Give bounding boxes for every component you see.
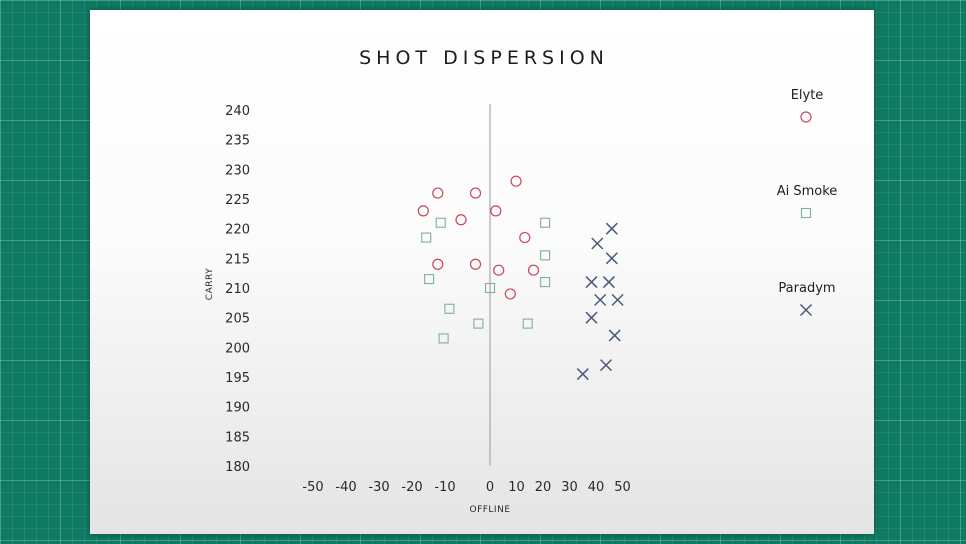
y-tick-label: 225 xyxy=(225,193,250,208)
data-point xyxy=(432,187,444,199)
data-point xyxy=(611,293,624,306)
legend-label: Elyte xyxy=(791,88,824,103)
data-point xyxy=(608,329,621,342)
x-tick-label: 40 xyxy=(588,480,605,495)
data-point xyxy=(424,274,435,285)
shot-dispersion-chart: SHOT DISPERSION 240235230225220215210205… xyxy=(205,47,838,515)
data-point xyxy=(540,277,551,288)
y-tick-label: 235 xyxy=(225,134,250,149)
x-tick-label: 30 xyxy=(561,480,578,495)
data-point xyxy=(540,250,551,261)
x-tick-label: -50 xyxy=(302,480,323,495)
data-point xyxy=(602,276,615,289)
data-point xyxy=(605,252,618,265)
y-tick-label: 230 xyxy=(225,163,250,178)
y-axis-label: CARRY xyxy=(205,268,215,300)
legend-marker xyxy=(799,303,813,317)
data-point xyxy=(576,368,589,381)
x-axis-label: OFFLINE xyxy=(469,505,510,515)
x-tick-label: -20 xyxy=(401,480,422,495)
x-tick-label: 0 xyxy=(486,480,494,495)
x-tick-label: 10 xyxy=(508,480,525,495)
legend-marker xyxy=(800,111,812,123)
y-tick-label: 180 xyxy=(225,460,250,475)
data-point xyxy=(594,293,607,306)
x-tick-label: 20 xyxy=(535,480,552,495)
legend-marker xyxy=(800,207,812,219)
x-tick-label: -30 xyxy=(368,480,389,495)
data-point xyxy=(522,318,533,329)
data-point xyxy=(510,175,522,187)
data-point xyxy=(469,187,482,199)
y-tick-label: 220 xyxy=(225,223,250,238)
series-paradym xyxy=(576,222,624,381)
legend-label: Ai Smoke xyxy=(777,184,838,199)
data-point xyxy=(473,318,484,329)
data-point xyxy=(527,264,540,276)
y-tick-label: 200 xyxy=(225,341,250,356)
data-point xyxy=(519,231,531,244)
data-point xyxy=(484,282,496,294)
x-tick-label: -40 xyxy=(335,480,356,495)
y-tick-label: 205 xyxy=(225,312,250,327)
data-point xyxy=(432,258,444,270)
y-tick-label: 190 xyxy=(225,401,250,416)
data-point xyxy=(421,232,432,243)
data-point xyxy=(493,264,505,276)
y-tick-label: 195 xyxy=(225,371,250,386)
y-tick-label: 240 xyxy=(225,104,250,119)
series-elyte xyxy=(417,175,540,300)
data-point xyxy=(540,217,551,228)
data-point xyxy=(435,217,446,228)
legend-label: Paradym xyxy=(778,281,835,296)
series-ai-smoke xyxy=(421,217,551,344)
chart-title: SHOT DISPERSION xyxy=(359,47,609,69)
data-point xyxy=(605,222,618,235)
data-point xyxy=(417,205,429,217)
data-point xyxy=(490,205,502,217)
chart-card: SHOT DISPERSION 240 235 230 225 220 215 210 205… xyxy=(90,10,874,534)
data-point xyxy=(504,288,516,300)
data-point xyxy=(455,214,467,226)
x-tick-label: -10 xyxy=(434,480,455,495)
y-tick-label: 215 xyxy=(225,252,250,267)
data-point xyxy=(469,258,482,270)
y-tick-label: 185 xyxy=(225,430,250,445)
x-tick-label: 50 xyxy=(614,480,631,495)
data-point xyxy=(444,303,455,314)
data-point xyxy=(585,311,598,324)
data-point xyxy=(599,359,613,372)
y-tick-label: 210 xyxy=(225,282,250,297)
data-point xyxy=(438,333,449,344)
data-point xyxy=(585,276,598,289)
data-point xyxy=(591,237,604,250)
